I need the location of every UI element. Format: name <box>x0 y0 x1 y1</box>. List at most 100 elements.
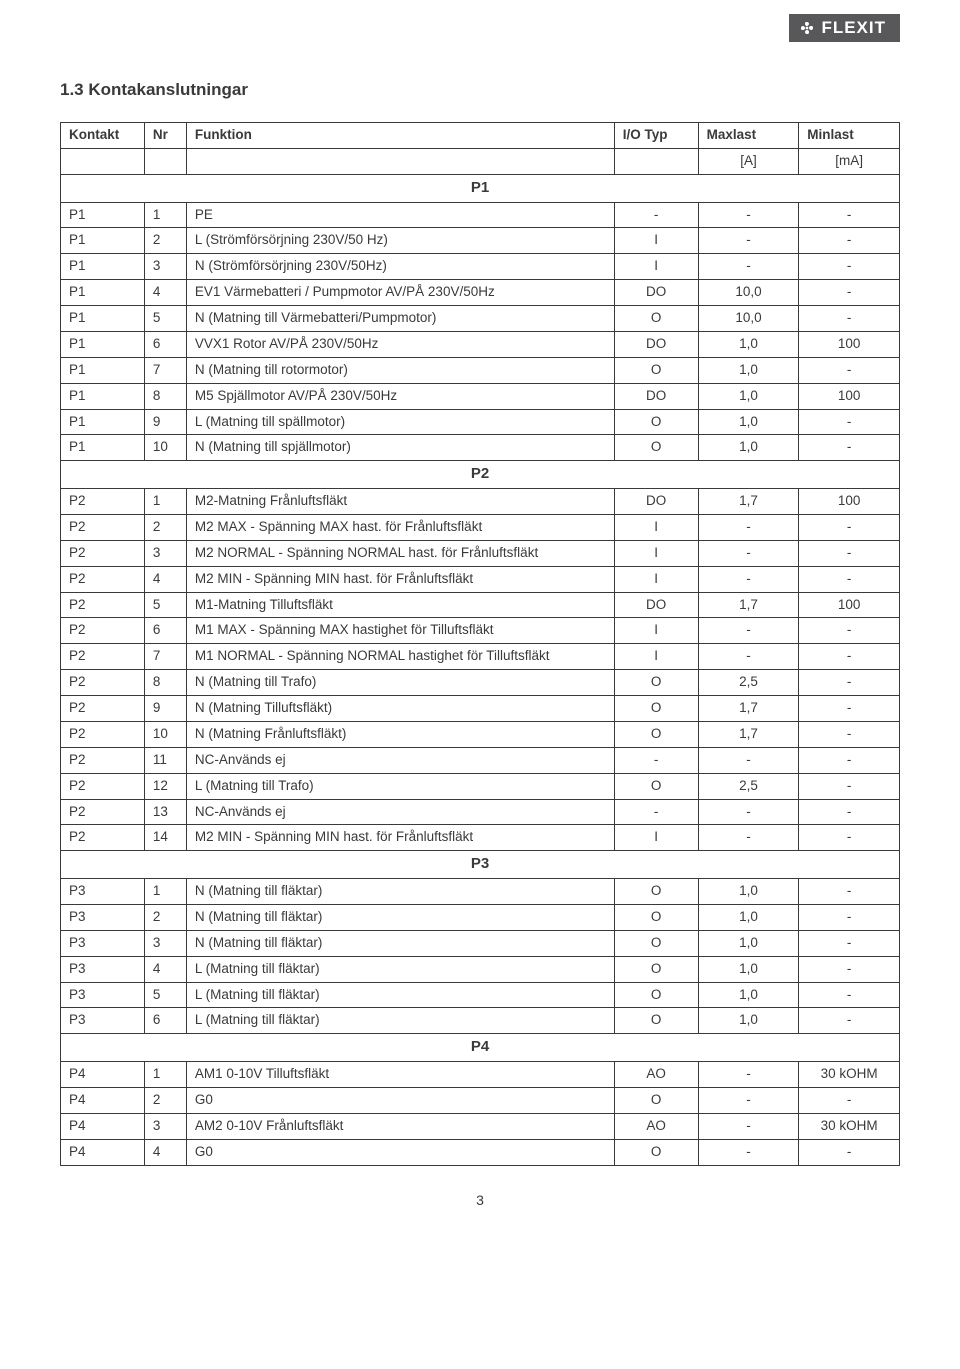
table-row: P17N (Matning till rotormotor)O1,0- <box>61 357 900 383</box>
table-cell: - <box>799 357 900 383</box>
table-cell: P1 <box>61 228 145 254</box>
table-cell: P2 <box>61 540 145 566</box>
table-cell: P2 <box>61 773 145 799</box>
table-row: P19L (Matning till spällmotor)O1,0- <box>61 409 900 435</box>
table-cell: 2,5 <box>698 773 799 799</box>
table-row: P23M2 NORMAL - Spänning NORMAL hast. för… <box>61 540 900 566</box>
table-cell: 2 <box>144 514 186 540</box>
table-cell: G0 <box>186 1087 614 1113</box>
table-cell: L (Matning till fläktar) <box>186 982 614 1008</box>
group-header-row: P1 <box>61 174 900 202</box>
table-cell: AO <box>614 1113 698 1139</box>
table-cell: M2-Matning Frånluftsfläkt <box>186 489 614 515</box>
table-cell: O <box>614 982 698 1008</box>
col-maxlast: Maxlast <box>698 123 799 149</box>
table-head: Kontakt Nr Funktion I/O Typ Maxlast Minl… <box>61 123 900 175</box>
table-cell: P3 <box>61 1008 145 1034</box>
unit-row: [A] [mA] <box>61 148 900 174</box>
table-cell: - <box>698 618 799 644</box>
table-cell: I <box>614 254 698 280</box>
table-cell: - <box>799 1087 900 1113</box>
table-cell: 1,0 <box>698 930 799 956</box>
table-cell: I <box>614 540 698 566</box>
col-funktion: Funktion <box>186 123 614 149</box>
table-cell: VVX1 Rotor AV/PÅ 230V/50Hz <box>186 331 614 357</box>
table-cell: - <box>698 1139 799 1165</box>
table-cell: - <box>799 879 900 905</box>
table-cell: 12 <box>144 773 186 799</box>
table-cell: - <box>799 435 900 461</box>
table-cell: P2 <box>61 514 145 540</box>
table-cell: DO <box>614 383 698 409</box>
table-cell: O <box>614 879 698 905</box>
table-cell: - <box>799 1008 900 1034</box>
table-cell: P2 <box>61 747 145 773</box>
table-row: P26M1 MAX - Spänning MAX hastighet för T… <box>61 618 900 644</box>
table-cell: P4 <box>61 1139 145 1165</box>
table-cell: - <box>698 1113 799 1139</box>
table-cell: NC-Används ej <box>186 799 614 825</box>
table-cell: I <box>614 514 698 540</box>
table-cell: EV1 Värmebatteri / Pumpmotor AV/PÅ 230V/… <box>186 280 614 306</box>
table-cell: P1 <box>61 331 145 357</box>
table-cell: P2 <box>61 721 145 747</box>
table-cell: 8 <box>144 383 186 409</box>
table-cell: NC-Används ej <box>186 747 614 773</box>
table-row: P212L (Matning till Trafo)O2,5- <box>61 773 900 799</box>
table-row: P15N (Matning till Värmebatteri/Pumpmoto… <box>61 306 900 332</box>
table-cell: 1,0 <box>698 409 799 435</box>
table-cell: M5 Spjällmotor AV/PÅ 230V/50Hz <box>186 383 614 409</box>
table-row: P29N (Matning Tilluftsfläkt)O1,7- <box>61 696 900 722</box>
table-row: P210N (Matning Frånluftsfläkt)O1,7- <box>61 721 900 747</box>
table-row: P42G0O-- <box>61 1087 900 1113</box>
table-cell: 1,0 <box>698 879 799 905</box>
table-cell: 1 <box>144 1062 186 1088</box>
table-cell: AM2 0-10V Frånluftsfläkt <box>186 1113 614 1139</box>
table-cell: 2 <box>144 1087 186 1113</box>
table-row: P32N (Matning till fläktar)O1,0- <box>61 904 900 930</box>
topbar: FLEXIT <box>60 0 900 44</box>
table-cell: - <box>698 644 799 670</box>
table-cell: - <box>698 825 799 851</box>
table-cell: 6 <box>144 331 186 357</box>
table-cell: G0 <box>186 1139 614 1165</box>
group-header: P3 <box>61 851 900 879</box>
table-cell: - <box>799 982 900 1008</box>
table-cell: - <box>799 280 900 306</box>
brand-badge: FLEXIT <box>789 14 900 42</box>
table-cell: 6 <box>144 1008 186 1034</box>
table-cell: M1 MAX - Spänning MAX hastighet för Till… <box>186 618 614 644</box>
table-cell: P2 <box>61 618 145 644</box>
table-cell: - <box>799 254 900 280</box>
table-row: P211NC-Används ej--- <box>61 747 900 773</box>
table-cell: 2 <box>144 904 186 930</box>
table-cell: 10,0 <box>698 280 799 306</box>
table-cell: - <box>799 618 900 644</box>
table-cell: M1 NORMAL - Spänning NORMAL hastighet fö… <box>186 644 614 670</box>
table-cell: N (Matning till fläktar) <box>186 879 614 905</box>
table-cell: N (Matning till fläktar) <box>186 904 614 930</box>
table-cell: - <box>799 202 900 228</box>
table-cell: N (Matning till Trafo) <box>186 670 614 696</box>
table-cell: P1 <box>61 383 145 409</box>
table-cell: - <box>799 1139 900 1165</box>
table-cell: I <box>614 825 698 851</box>
table-cell: 4 <box>144 1139 186 1165</box>
table-cell: 2 <box>144 228 186 254</box>
table-cell: 4 <box>144 956 186 982</box>
unit-cell <box>614 148 698 174</box>
table-cell: P1 <box>61 280 145 306</box>
table-cell: O <box>614 930 698 956</box>
table-cell: P1 <box>61 409 145 435</box>
table-cell: 100 <box>799 331 900 357</box>
group-header: P4 <box>61 1034 900 1062</box>
table-cell: P2 <box>61 696 145 722</box>
table-row: P213NC-Används ej--- <box>61 799 900 825</box>
unit-cell-minlast: [mA] <box>799 148 900 174</box>
table-cell: M2 MIN - Spänning MIN hast. för Frånluft… <box>186 825 614 851</box>
table-cell: - <box>698 747 799 773</box>
table-cell: - <box>799 825 900 851</box>
table-cell: 4 <box>144 566 186 592</box>
table-cell: P2 <box>61 592 145 618</box>
table-cell: L (Strömförsörjning 230V/50 Hz) <box>186 228 614 254</box>
